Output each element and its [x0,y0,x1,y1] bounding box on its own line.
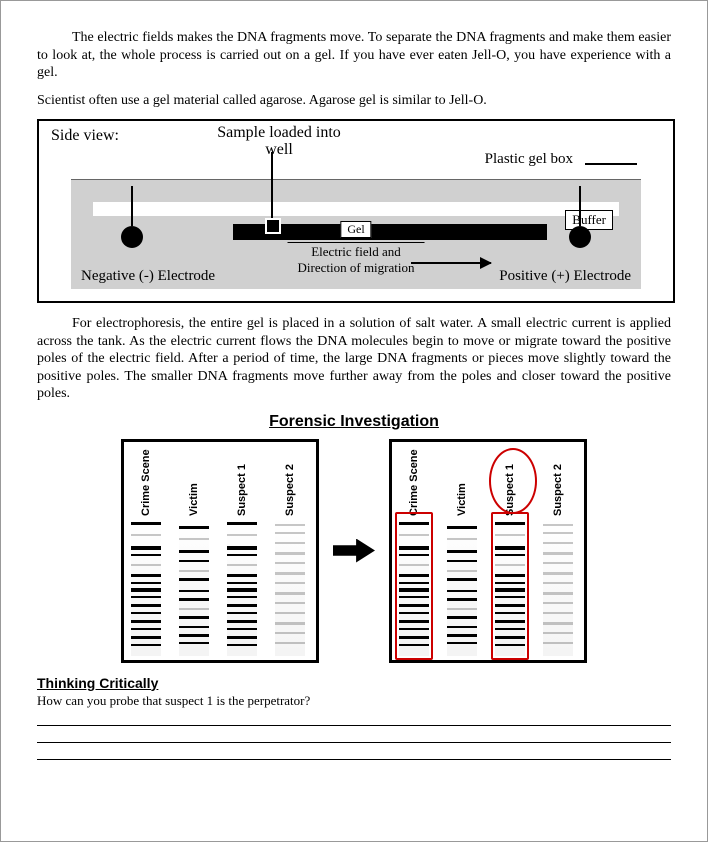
tank-inner: Gel Buffer Electric field and Direction … [93,202,619,249]
efield-line-2: Direction of migration [298,260,415,275]
lane-label: Crime Scene [140,446,152,516]
gel-label: Gel [340,221,371,238]
sample-well [265,218,281,234]
gel-lane: Suspect 1 [492,446,528,656]
paragraph-2: Scientist often use a gel material calle… [37,92,671,110]
gel-lane: Victim [444,446,480,656]
lane-bands [131,516,161,656]
paragraph-1: The electric fields makes the DNA fragme… [37,29,671,82]
lane-highlight-oval [489,448,537,514]
positive-electrode-icon [569,226,591,248]
lane-label: Suspect 2 [284,446,296,516]
paragraph-3: For electrophoresis, the entire gel is p… [37,315,671,403]
migration-arrow-icon [411,262,491,264]
gel-lane: Suspect 2 [272,446,308,656]
forensic-investigation-title: Forensic Investigation [37,413,671,431]
lane-bands [495,516,525,656]
document-page: The electric fields makes the DNA fragme… [0,0,708,842]
efield-line-1: Electric field and [311,244,401,259]
answer-line [37,728,671,743]
lane-bands [227,516,257,656]
negative-electrode-icon [121,226,143,248]
lane-label: Suspect 1 [236,446,248,516]
plastic-gel-box-label: Plastic gel box [485,151,573,168]
comparison-arrow-icon [333,539,375,563]
gel-lane: Crime Scene [128,446,164,656]
gel-lane: Crime Scene [396,446,432,656]
lane-highlight-box [395,512,433,660]
gel-panel-left: Crime Scene Victim Suspect 1 Suspect 2 [121,439,319,663]
electric-field-label: Electric field and Direction of migratio… [288,242,425,277]
side-view-label: Side view: [51,127,119,145]
buffer-label: Buffer [565,210,613,230]
lane-label: Crime Scene [408,446,420,516]
lane-bands [543,516,573,656]
gel-lane: Suspect 1 [224,446,260,656]
sample-loaded-label: Sample loaded into well [209,125,349,159]
lane-label: Victim [456,446,468,516]
lane-bands [275,516,305,656]
gel-lane: Suspect 2 [540,446,576,656]
sample-leader-line [271,152,273,218]
gel-lane: Victim [176,446,212,656]
critical-question: How can you probe that suspect 1 is the … [37,693,671,709]
lane-bands [447,516,477,656]
negative-electrode-label: Negative (-) Electrode [81,268,215,285]
plastic-box-leader-line [585,163,637,165]
answer-line [37,711,671,726]
forensic-gels-row: Crime Scene Victim Suspect 1 Suspect 2 Crim… [37,439,671,663]
lane-bands [179,516,209,656]
lane-label: Suspect 2 [552,446,564,516]
lane-highlight-box [491,512,529,660]
thinking-critically-heading: Thinking Critically [37,675,671,691]
lane-bands [399,516,429,656]
positive-electrode-label: Positive (+) Electrode [499,268,631,285]
gel-panel-right: Crime Scene Victim Suspect 1 Suspect 2 [389,439,587,663]
gel-side-view-diagram: Side view: Sample loaded into well Plast… [37,119,675,303]
lane-label: Victim [188,446,200,516]
answer-line [37,745,671,760]
